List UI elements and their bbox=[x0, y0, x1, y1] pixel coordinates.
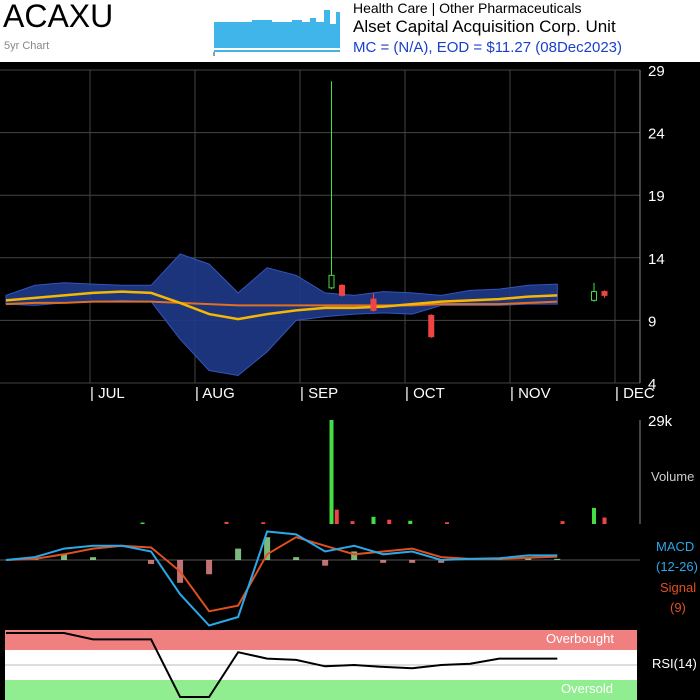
signal-line bbox=[5, 536, 558, 613]
macd-histogram-bar bbox=[61, 554, 68, 560]
volume-bar bbox=[140, 522, 145, 524]
price-tick-label: 4 bbox=[648, 376, 656, 393]
moving-average-long bbox=[5, 300, 558, 307]
macd-params-label: (12-26) bbox=[656, 559, 698, 574]
volume-bar bbox=[224, 521, 229, 524]
overbought-label: Overbought bbox=[546, 631, 614, 646]
macd-line bbox=[5, 530, 558, 627]
volume-bar bbox=[329, 420, 334, 524]
macd-histogram-bar bbox=[380, 560, 387, 563]
oversold-label: Oversold bbox=[561, 681, 613, 696]
macd-histogram-bar bbox=[90, 557, 97, 560]
signal-legend-label: Signal bbox=[660, 580, 696, 595]
month-tick-label: | SEP bbox=[300, 385, 338, 402]
candle-body bbox=[591, 291, 597, 301]
price-tick-label: 9 bbox=[648, 313, 656, 330]
price-tick-label: 14 bbox=[648, 251, 665, 268]
candle-body bbox=[370, 298, 377, 311]
volume-bar bbox=[445, 522, 449, 524]
candle-body bbox=[601, 291, 608, 296]
price-tick-label: 24 bbox=[648, 126, 665, 143]
month-tick-label: | OCT bbox=[405, 385, 445, 402]
price-panel: 4 9 14 19 24 29 | JUL | AUG | SEP | OCT | NOV | DEC bbox=[0, 62, 700, 402]
volume-bar bbox=[592, 507, 596, 524]
volume-bar bbox=[371, 516, 376, 524]
rsi-panel: Overbought Oversold RSI(14) bbox=[5, 630, 697, 700]
oversold-zone bbox=[5, 680, 637, 700]
chart-header: ACAXU 5yr Chart Health Care | Other Phar… bbox=[0, 0, 700, 62]
volume-bar bbox=[261, 522, 266, 524]
month-tick-label: | NOV bbox=[510, 385, 551, 402]
month-tick-label: | AUG bbox=[195, 385, 235, 402]
volume-panel: 29k Volume bbox=[140, 413, 694, 524]
price-panel-bg bbox=[0, 62, 700, 392]
company-name: Alset Capital Acquisition Corp. Unit bbox=[353, 17, 616, 36]
macd-legend-label: MACD bbox=[656, 539, 694, 554]
macd-histogram-bar bbox=[554, 558, 561, 560]
candle-body bbox=[328, 274, 335, 289]
volume-bar bbox=[602, 517, 607, 524]
signal-params-label: (9) bbox=[670, 600, 686, 615]
bollinger-band bbox=[5, 253, 558, 377]
macd-histogram-bar bbox=[322, 560, 329, 566]
volume-bar bbox=[560, 521, 565, 524]
volume-bar bbox=[387, 519, 392, 524]
macd-histogram-bar bbox=[264, 537, 271, 560]
macd-panel: MACD (12-26) Signal (9) bbox=[0, 530, 698, 627]
month-tick-label: | DEC bbox=[615, 385, 655, 402]
month-tick-label: | JUL bbox=[90, 385, 125, 402]
ticker-symbol: ACAXU bbox=[3, 0, 114, 34]
sector-label: Health Care | Other Pharmaceuticals bbox=[353, 0, 582, 16]
sparkline-thumbnail bbox=[212, 8, 342, 56]
moving-average-short bbox=[5, 290, 558, 321]
price-tick-label: 19 bbox=[648, 188, 665, 205]
volume-max-label: 29k bbox=[648, 413, 673, 430]
rsi-legend-label: RSI(14) bbox=[652, 656, 697, 671]
volume-bar bbox=[334, 509, 339, 524]
volume-bar bbox=[408, 520, 413, 524]
macd-histogram-bar bbox=[235, 548, 242, 560]
macd-histogram-bar bbox=[148, 560, 155, 564]
chart-span-label: 5yr Chart bbox=[4, 40, 50, 52]
candle-body bbox=[428, 314, 435, 338]
macd-histogram-bar bbox=[293, 557, 300, 560]
macd-histogram-bar bbox=[525, 557, 532, 560]
macd-histogram-bar bbox=[409, 560, 416, 563]
rsi-line bbox=[6, 632, 558, 698]
volume-label: Volume bbox=[651, 469, 694, 484]
price-tick-label: 29 bbox=[648, 63, 665, 80]
macd-histogram-bar bbox=[206, 560, 213, 575]
overbought-zone bbox=[5, 630, 637, 650]
volume-bar bbox=[350, 521, 355, 524]
candle-body bbox=[339, 284, 345, 296]
macd-histogram-bar bbox=[351, 551, 358, 560]
eod-summary: MC = (N/A), EOD = $11.27 (08Dec2023) bbox=[353, 39, 623, 56]
macd-histogram-bar bbox=[438, 560, 445, 563]
